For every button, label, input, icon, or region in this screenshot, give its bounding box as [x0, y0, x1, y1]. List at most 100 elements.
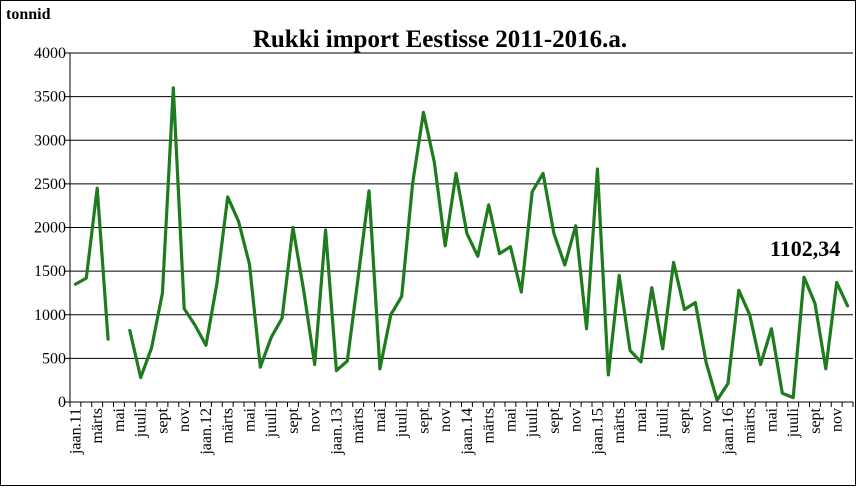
- data-point: [411, 182, 414, 185]
- grid-lines: [65, 52, 853, 403]
- data-point: [357, 276, 360, 279]
- data-point: [520, 291, 523, 294]
- data-point: [226, 195, 229, 198]
- data-point: [313, 363, 316, 366]
- data-point: [531, 190, 534, 193]
- x-tick-label: sept: [807, 407, 824, 433]
- x-tick-label: jaan.14: [459, 408, 476, 456]
- x-tick-label: märts: [220, 408, 237, 444]
- data-point: [85, 277, 88, 280]
- data-point: [585, 327, 588, 330]
- data-point: [781, 392, 784, 395]
- data-point: [96, 187, 99, 190]
- x-tick-label: jaan.13: [328, 408, 345, 456]
- data-point: [433, 161, 436, 164]
- data-point: [639, 360, 642, 363]
- data-point: [509, 245, 512, 248]
- data-point: [248, 263, 251, 266]
- x-tick-label: juuli: [133, 407, 150, 438]
- x-tick-label: juuli: [263, 407, 280, 438]
- x-tick-label: sept: [415, 407, 432, 433]
- data-point: [487, 203, 490, 206]
- y-tick-labels: 0 500 1000 1500 2000 2500 3000 3500 4000: [34, 45, 66, 411]
- x-tick-label: mai: [763, 407, 780, 432]
- y-axis-label: tonnid: [6, 6, 51, 23]
- data-point: [128, 329, 131, 332]
- data-point: [737, 289, 740, 292]
- x-tick-label: märts: [481, 408, 498, 444]
- data-point: [161, 291, 164, 294]
- x-tick-label: märts: [89, 408, 106, 444]
- x-tick-label: märts: [611, 408, 628, 444]
- y-tick-label: 1500: [34, 263, 66, 280]
- x-tick-label: nov: [568, 408, 585, 432]
- data-point: [476, 255, 479, 258]
- data-point: [607, 373, 610, 376]
- data-point: [74, 283, 77, 286]
- data-point: [542, 172, 545, 175]
- x-tick-label: juuli: [394, 407, 411, 438]
- data-point: [748, 313, 751, 316]
- x-tick-label: märts: [742, 408, 759, 444]
- data-point: [281, 317, 284, 320]
- x-tick-label: jaan.16: [720, 408, 737, 456]
- data-point: [194, 324, 197, 327]
- data-point: [770, 327, 773, 330]
- y-tick-label: 3000: [34, 132, 66, 149]
- data-point: [650, 286, 653, 289]
- x-tick-label: mai: [372, 407, 389, 432]
- x-tick-label: sept: [546, 407, 563, 433]
- x-tick-label: nov: [176, 408, 193, 432]
- x-tick-label: nov: [829, 408, 846, 432]
- last-value-annotation: 1102,34: [770, 236, 840, 261]
- data-point: [694, 301, 697, 304]
- data-point: [563, 264, 566, 267]
- data-point: [139, 376, 142, 379]
- y-tick-label: 3500: [34, 89, 66, 106]
- x-tick-label: jaan.11: [67, 408, 84, 455]
- data-point: [552, 232, 555, 235]
- data-point: [204, 344, 207, 347]
- x-tick-label: mai: [241, 407, 258, 432]
- data-point: [716, 399, 719, 402]
- data-point: [792, 396, 795, 399]
- y-tick-label: 2500: [34, 176, 66, 193]
- data-point: [835, 281, 838, 284]
- data-point: [378, 367, 381, 370]
- chart-title: Rukki import Eestisse 2011-2016.a.: [253, 26, 627, 53]
- data-point: [335, 369, 338, 372]
- x-tick-label: nov: [307, 408, 324, 432]
- data-point: [803, 276, 806, 279]
- x-tick-label: mai: [633, 407, 650, 432]
- data-point: [444, 244, 447, 247]
- data-point: [824, 367, 827, 370]
- data-point: [705, 361, 708, 364]
- x-tick-label: sept: [154, 407, 171, 433]
- data-point: [368, 189, 371, 192]
- x-tick-labels: jaan.11 märts mai juuli sept nov jaan.12 märts m…: [67, 402, 854, 456]
- data-point: [661, 347, 664, 350]
- data-point: [846, 304, 849, 307]
- x-tick-label: jaan.15: [589, 408, 606, 456]
- data-point: [302, 290, 305, 293]
- x-tick-label: mai: [111, 407, 128, 432]
- data-point: [726, 382, 729, 385]
- data-point: [389, 313, 392, 316]
- data-point: [672, 261, 675, 264]
- x-tick-label: juuli: [655, 407, 672, 438]
- data-point: [270, 336, 273, 339]
- data-point: [759, 363, 762, 366]
- data-point: [574, 224, 577, 227]
- data-point: [107, 338, 110, 341]
- data-point: [498, 252, 501, 255]
- data-point: [465, 232, 468, 235]
- data-point: [324, 229, 327, 232]
- data-point: [215, 283, 218, 286]
- x-tick-label: juuli: [785, 407, 802, 438]
- y-tick-label: 2000: [34, 220, 66, 237]
- data-point: [400, 295, 403, 298]
- x-tick-label: jaan.12: [198, 408, 215, 456]
- series-group: [73, 86, 850, 402]
- x-tick-label: juuli: [524, 407, 541, 438]
